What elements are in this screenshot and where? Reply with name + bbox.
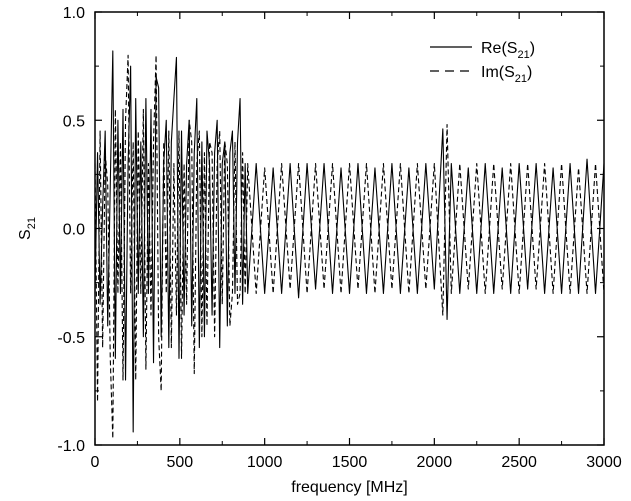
x-tick-label: 3000 (586, 454, 622, 471)
x-tick-label: 1000 (247, 454, 283, 471)
x-axis-label: frequency [MHz] (291, 479, 407, 496)
x-tick-label: 0 (91, 454, 100, 471)
plot-data (94, 50, 605, 440)
y-tick-label: -1.0 (57, 438, 85, 455)
y-tick-label: -0.5 (57, 330, 85, 347)
y-tick-label: 1.0 (63, 5, 85, 22)
x-tick-label: 2500 (501, 454, 537, 471)
x-tick-label: 1500 (332, 454, 368, 471)
series-line-re (94, 50, 605, 433)
y-tick-label: 0.5 (63, 113, 85, 130)
series-line-im (94, 54, 605, 440)
legend-label-im: Im(S21) (481, 64, 532, 85)
legend: Re(S21) Im(S21) (430, 40, 535, 85)
y-axis-label: S21 (17, 217, 38, 240)
plot-frame (94, 11, 605, 446)
ticks: 0 500 1000 1500 2000 2500 3000 -1.0 -0.5 0.0 0.5 1.… (57, 5, 621, 471)
legend-label-re: Re(S21) (481, 40, 535, 61)
x-tick-label: 500 (166, 454, 193, 471)
x-tick-label: 2000 (417, 454, 453, 471)
y-tick-label: 0.0 (63, 222, 85, 239)
